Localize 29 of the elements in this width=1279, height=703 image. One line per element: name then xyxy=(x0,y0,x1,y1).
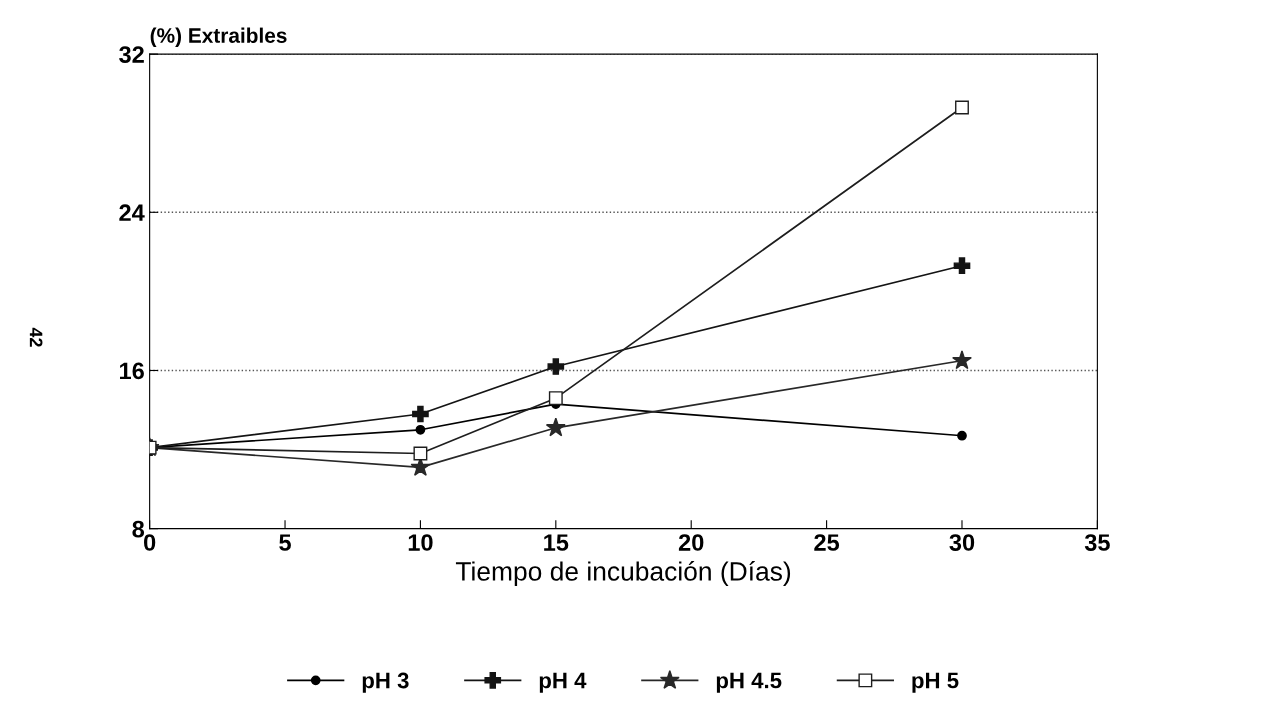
legend-label: pH 3 xyxy=(362,672,409,693)
point xyxy=(957,430,967,441)
x-axis-title: Tiempo de incubación (Días) xyxy=(455,561,791,586)
x-tick-label: 5 xyxy=(279,534,291,551)
point xyxy=(412,405,429,423)
point xyxy=(545,417,566,437)
legend-label: pH 4.5 xyxy=(716,672,782,693)
x-tick-label: 35 xyxy=(1084,534,1110,551)
point xyxy=(547,358,565,375)
legend-label: pH 5 xyxy=(912,672,959,693)
x-tick-label: 20 xyxy=(678,534,704,551)
y-axis-title: (%) Extraibles xyxy=(150,27,287,48)
text: 42 xyxy=(29,327,43,347)
y-tick-label: 8 xyxy=(132,520,145,538)
point xyxy=(415,424,426,435)
point xyxy=(952,350,972,370)
x-tick-label: 15 xyxy=(544,534,569,551)
point xyxy=(953,257,971,275)
x-tick-label: 30 xyxy=(949,534,975,551)
x-tick-label: 25 xyxy=(814,534,840,551)
point xyxy=(955,100,969,115)
legend-label: pH 4 xyxy=(539,672,587,693)
point xyxy=(413,446,428,461)
y-tick-label: 24 xyxy=(119,204,145,221)
point xyxy=(548,391,563,406)
y-tick-label: 32 xyxy=(119,46,144,63)
y-tick-label: 16 xyxy=(120,362,144,380)
x-tick-label: 10 xyxy=(408,534,433,551)
x-tick-label: 0 xyxy=(144,534,156,551)
